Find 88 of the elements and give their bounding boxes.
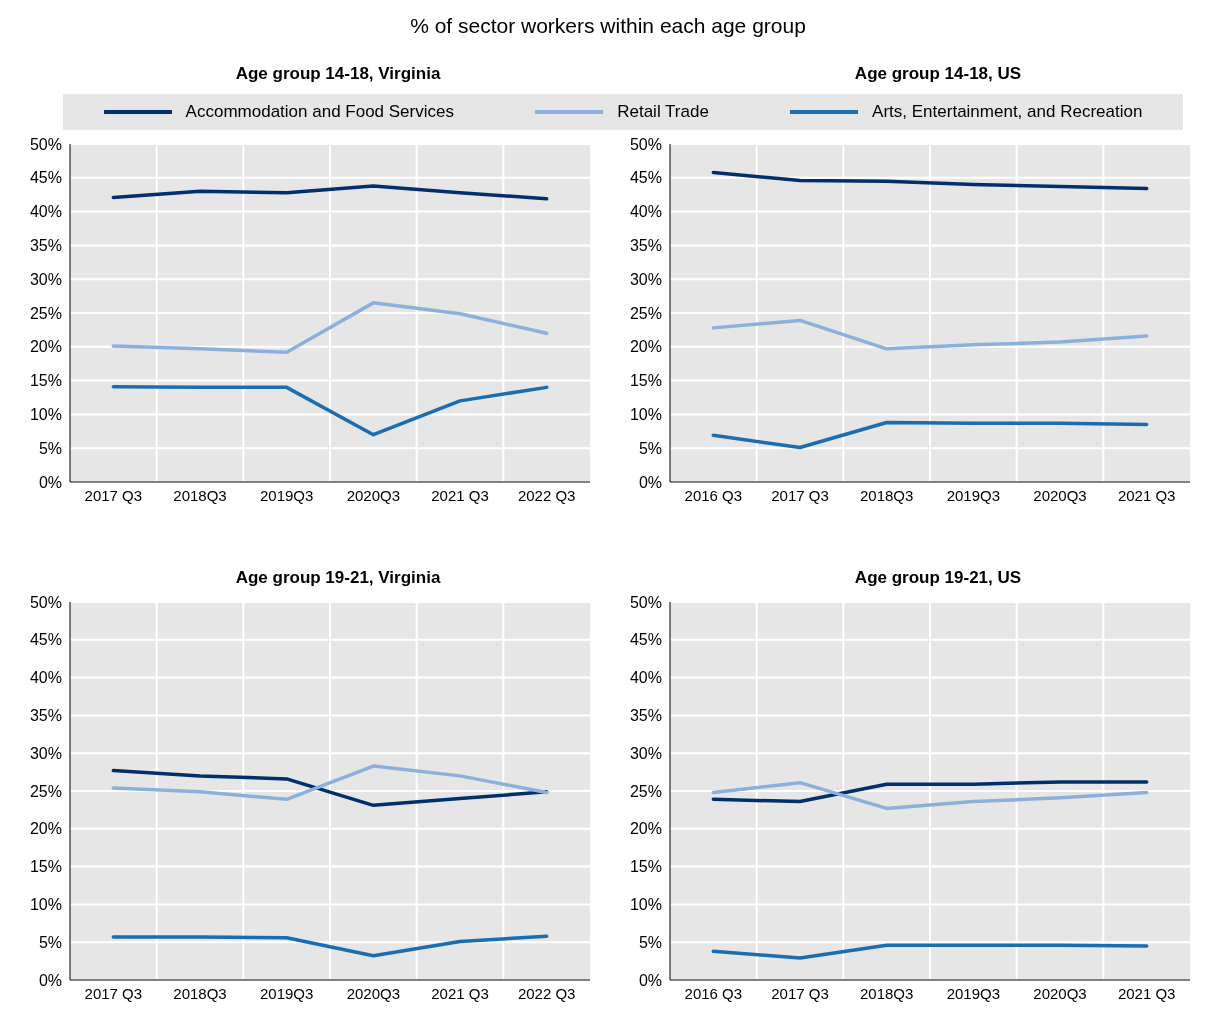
y-tick-label: 25%	[29, 304, 62, 322]
x-tick-label: 2021 Q3	[1117, 486, 1176, 504]
line-series	[111, 764, 549, 802]
y-tick-label: 0%	[638, 971, 662, 989]
y-tick-label: 15%	[29, 372, 62, 390]
y-tick-label: 15%	[629, 858, 662, 876]
x-tick-label: 2016 Q3	[684, 486, 743, 504]
y-tick-label: 30%	[629, 270, 662, 288]
y-tick-label: 30%	[29, 270, 62, 288]
line-series	[711, 780, 1149, 811]
y-tick-label: 40%	[29, 203, 62, 221]
y-tick-label: 0%	[38, 473, 62, 491]
x-tick-label: 2018Q3	[173, 486, 227, 504]
y-tick-label: 15%	[29, 858, 62, 876]
x-tick-label: 2017 Q3	[771, 486, 829, 504]
y-tick-label: 20%	[29, 338, 62, 356]
y-tick-label: 50%	[29, 135, 62, 153]
y-tick-label: 15%	[629, 372, 662, 390]
legend-label: Retail Trade	[617, 102, 709, 122]
line-series	[111, 184, 549, 201]
x-tick-label: 2019Q3	[946, 984, 1001, 1002]
x-tick-label: 2020Q3	[346, 486, 401, 504]
x-tick-label: 2019Q3	[946, 486, 1001, 504]
chart-title: Age group 19-21, Virginia	[234, 568, 442, 589]
y-tick-label: 45%	[29, 169, 62, 187]
x-tick-label: 2020Q3	[1033, 984, 1087, 1002]
y-tick-label: 40%	[629, 203, 662, 221]
x-tick-label: 2021 Q3	[1117, 984, 1176, 1002]
y-tick-label: 40%	[629, 669, 662, 687]
y-tick-label: 35%	[29, 237, 62, 255]
chart-subtitle: % of sector workers within each age group	[409, 14, 807, 38]
y-tick-label: 20%	[629, 820, 662, 838]
x-tick-label: 2017 Q3	[771, 984, 829, 1002]
y-tick-label: 50%	[629, 135, 662, 153]
y-tick-label: 25%	[629, 304, 662, 322]
y-tick-label: 0%	[38, 971, 62, 989]
legend-label: Arts, Entertainment, and Recreation	[872, 102, 1143, 122]
y-tick-label: 10%	[629, 896, 662, 914]
line-series	[111, 768, 549, 808]
x-tick-label: 2018Q3	[859, 486, 914, 504]
y-tick-label: 5%	[638, 439, 662, 457]
x-tick-label: 2022 Q3	[517, 486, 576, 504]
x-tick-label: 2021 Q3	[431, 984, 489, 1002]
y-tick-label: 20%	[629, 338, 662, 356]
y-tick-label: 5%	[38, 933, 62, 951]
y-tick-label: 30%	[629, 744, 662, 762]
x-tick-label: 2018Q3	[859, 984, 914, 1002]
chart-title: Age group 19-21, US	[853, 568, 1023, 589]
y-tick-label: 10%	[29, 896, 62, 914]
x-tick-label: 2016 Q3	[684, 984, 743, 1002]
y-tick-label: 35%	[29, 707, 62, 725]
x-tick-label: 2019Q3	[259, 984, 314, 1002]
line-series	[111, 934, 549, 958]
chart-title: Age group 14-18, US	[853, 64, 1023, 85]
x-tick-label: 2022 Q3	[517, 984, 576, 1002]
legend-label: Accommodation and Food Services	[185, 102, 454, 122]
x-tick-label: 2020Q3	[346, 984, 401, 1002]
y-tick-label: 5%	[38, 439, 62, 457]
y-tick-label: 10%	[29, 406, 62, 424]
line-series	[711, 318, 1149, 351]
x-tick-label: 2021 Q3	[431, 486, 489, 504]
y-tick-label: 40%	[29, 669, 62, 687]
y-tick-label: 30%	[29, 744, 62, 762]
y-tick-label: 35%	[629, 237, 662, 255]
x-tick-label: 2018Q3	[173, 984, 227, 1002]
y-tick-label: 25%	[629, 782, 662, 800]
x-tick-label: 2020Q3	[1033, 486, 1087, 504]
y-tick-label: 45%	[629, 631, 662, 649]
y-tick-label: 20%	[29, 820, 62, 838]
y-tick-label: 0%	[638, 473, 662, 491]
line-series	[711, 170, 1149, 191]
line-series	[711, 780, 1149, 804]
y-tick-label: 50%	[29, 593, 62, 611]
chart-title: Age group 14-18, Virginia	[234, 64, 442, 85]
line-series	[711, 420, 1149, 450]
y-tick-label: 45%	[29, 631, 62, 649]
y-tick-label: 25%	[29, 782, 62, 800]
line-series	[111, 384, 549, 437]
x-tick-label: 2017 Q3	[84, 984, 143, 1002]
line-series	[711, 943, 1149, 960]
x-tick-label: 2017 Q3	[84, 486, 143, 504]
y-tick-label: 50%	[629, 593, 662, 611]
y-tick-label: 35%	[629, 707, 662, 725]
y-tick-label: 10%	[629, 406, 662, 424]
y-tick-label: 5%	[638, 933, 662, 951]
x-tick-label: 2019Q3	[259, 486, 314, 504]
line-series	[111, 301, 549, 354]
y-tick-label: 45%	[629, 169, 662, 187]
